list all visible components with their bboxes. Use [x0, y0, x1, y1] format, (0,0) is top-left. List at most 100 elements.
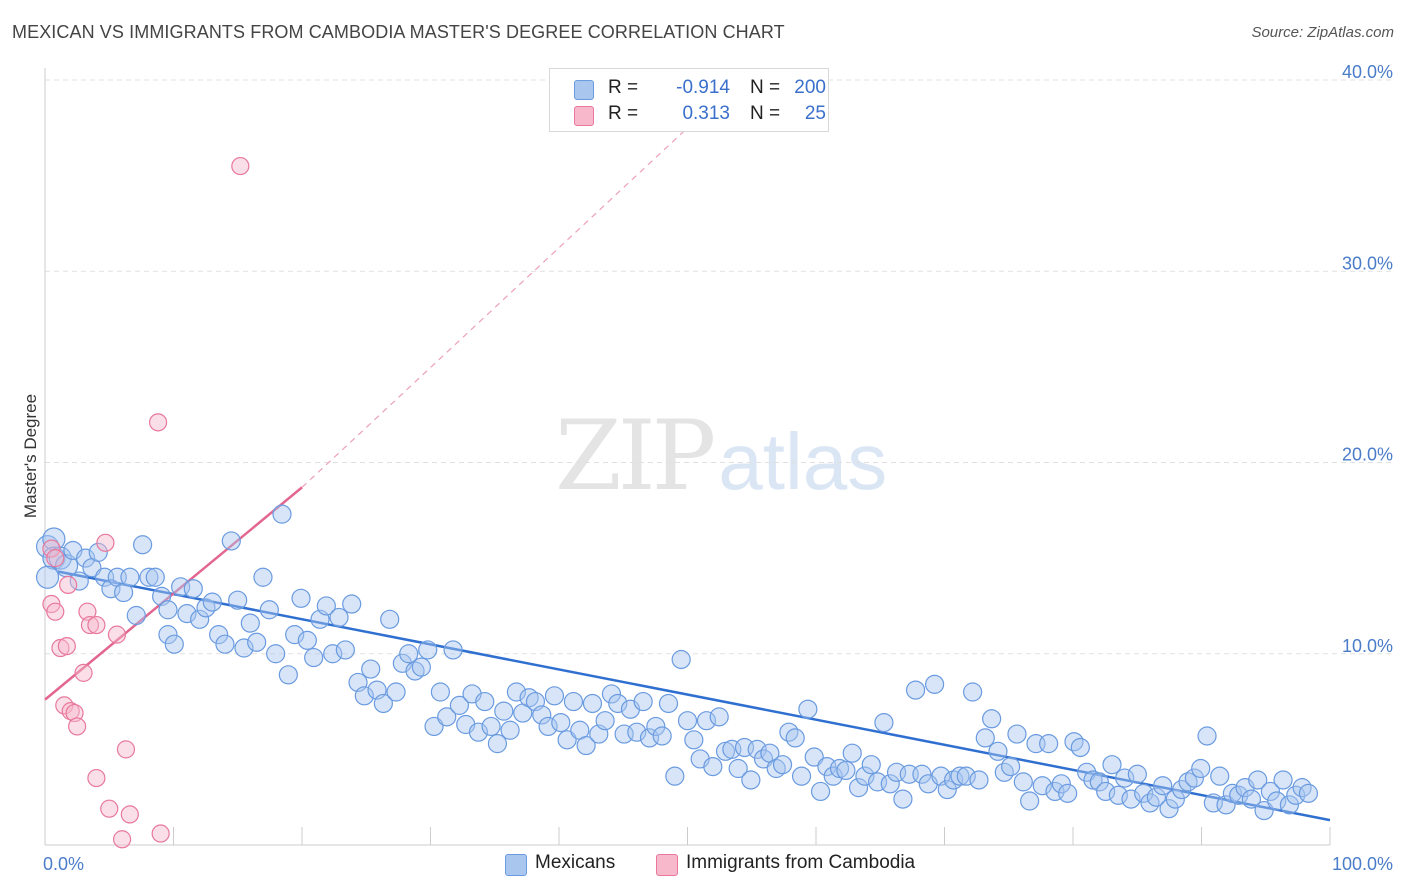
- legend-r-value: -0.914: [676, 77, 730, 98]
- point-mexicans: [285, 625, 305, 645]
- point-mexicans: [411, 657, 431, 677]
- point-cambodia: [51, 638, 70, 658]
- point-mexicans: [747, 739, 767, 759]
- y-tick-label: 40.0%: [1342, 62, 1393, 82]
- point-mexicans: [1260, 781, 1281, 802]
- point-mexicans: [133, 535, 153, 555]
- legend-n-label: N =: [750, 103, 781, 124]
- point-mexicans: [468, 722, 489, 742]
- point-mexicans: [988, 741, 1008, 761]
- legend-r-label: R =: [608, 103, 639, 124]
- point-mexicans: [1248, 770, 1268, 790]
- point-mexicans: [247, 632, 267, 652]
- point-cambodia: [65, 703, 84, 723]
- point-mexicans: [804, 747, 824, 767]
- point-mexicans: [500, 720, 520, 740]
- point-mexicans: [823, 766, 843, 786]
- point-mexicans: [1102, 755, 1122, 775]
- point-mexicans: [1191, 758, 1211, 779]
- point-mexicans: [1267, 791, 1287, 811]
- point-mexicans: [842, 743, 862, 763]
- y-tick-label: 20.0%: [1342, 445, 1393, 465]
- point-mexicans: [354, 686, 374, 706]
- point-mexicans: [595, 711, 615, 731]
- point-mexicans: [259, 600, 279, 620]
- point-mexicans: [75, 548, 96, 568]
- point-cambodia: [120, 805, 139, 824]
- point-mexicans: [557, 730, 577, 750]
- point-mexicans: [646, 716, 666, 737]
- point-mexicans: [652, 726, 672, 746]
- point-mexicans: [684, 730, 704, 750]
- point-cambodia: [87, 615, 106, 635]
- point-mexicans: [228, 590, 248, 610]
- point-mexicans: [538, 716, 558, 737]
- point-mexicans: [475, 691, 495, 712]
- point-cambodia: [42, 539, 61, 558]
- point-mexicans: [709, 707, 729, 727]
- point-mexicans: [1007, 724, 1027, 744]
- point-mexicans: [1108, 785, 1128, 805]
- legend-swatch-cambodia: [574, 106, 594, 126]
- point-mexicans: [563, 691, 584, 712]
- point-mexicans: [1115, 768, 1135, 788]
- point-mexicans: [221, 531, 241, 551]
- point-mexicans: [139, 567, 159, 587]
- point-mexicans: [430, 682, 450, 702]
- point-mexicans: [1241, 789, 1261, 809]
- axes: [44, 68, 1331, 846]
- point-mexicans: [905, 680, 926, 700]
- point-cambodia: [59, 575, 78, 595]
- point-mexicans: [848, 778, 869, 798]
- point-mexicans: [1153, 776, 1173, 796]
- point-mexicans: [741, 770, 761, 790]
- point-cambodia: [68, 717, 87, 736]
- point-mexicans: [240, 613, 260, 633]
- point-mexicans: [437, 707, 457, 727]
- point-mexicans: [798, 699, 818, 719]
- point-mexicans: [101, 579, 121, 599]
- point-mexicans: [1058, 783, 1078, 803]
- legend-n-value: 200: [794, 77, 826, 98]
- point-mexicans: [88, 542, 108, 562]
- point-mexicans: [627, 722, 647, 742]
- point-mexicans: [361, 659, 381, 679]
- point-mexicans: [291, 588, 311, 608]
- point-mexicans: [494, 701, 514, 721]
- point-mexicans: [177, 603, 197, 624]
- point-mexicans: [1229, 785, 1249, 805]
- point-mexicans: [1273, 770, 1293, 790]
- point-mexicans: [399, 644, 419, 664]
- point-cambodia: [46, 602, 65, 621]
- point-mexicans: [861, 755, 881, 775]
- point-mexicans: [532, 705, 552, 725]
- point-mexicans: [1032, 776, 1052, 796]
- point-cambodia: [78, 602, 97, 621]
- point-cambodia: [107, 625, 127, 644]
- point-mexicans: [810, 781, 831, 802]
- point-mexicans: [665, 766, 685, 786]
- point-mexicans: [925, 674, 945, 694]
- point-mexicans: [386, 682, 406, 702]
- point-mexicans: [329, 607, 349, 628]
- point-mexicans: [772, 755, 793, 775]
- point-mexicans: [791, 766, 812, 786]
- x-tick-label: 100.0%: [1332, 854, 1393, 874]
- point-mexicans: [316, 596, 336, 616]
- point-mexicans: [1001, 756, 1021, 777]
- bottom-legend-label-mexicans: Mexicans: [535, 852, 616, 873]
- point-mexicans: [487, 734, 508, 754]
- source-credit: Source: ZipAtlas.com: [1251, 24, 1394, 41]
- point-mexicans: [608, 693, 628, 714]
- axis-labels: 10.0% 20.0% 30.0% 40.0% 0.0% 100.0% Master's D…: [21, 62, 1393, 874]
- trend-lines: [44, 79, 1331, 822]
- legend-r-label: R =: [608, 77, 639, 98]
- point-mexicans: [633, 691, 653, 712]
- point-mexicans: [190, 609, 210, 629]
- point-cambodia: [116, 740, 136, 759]
- point-mexicans: [855, 766, 875, 786]
- series-cambodia: [42, 156, 250, 849]
- point-mexicans: [202, 592, 222, 612]
- point-mexicans: [1298, 783, 1319, 803]
